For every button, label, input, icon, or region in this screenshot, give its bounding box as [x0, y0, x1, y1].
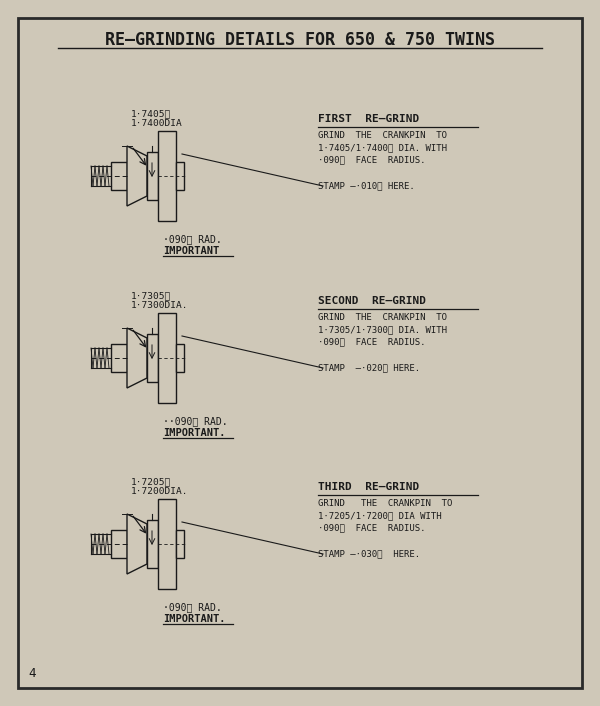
Text: ·090ʺ  FACE  RADIUS.: ·090ʺ FACE RADIUS. — [318, 155, 425, 164]
Bar — [147, 152, 158, 200]
Text: ·090ʺ  FACE  RADIUS.: ·090ʺ FACE RADIUS. — [318, 523, 425, 532]
Bar — [111, 162, 127, 190]
Text: 4: 4 — [28, 667, 35, 680]
Polygon shape — [127, 328, 147, 388]
Text: GRIND   THE  CRANKPIN  TO: GRIND THE CRANKPIN TO — [318, 499, 452, 508]
Text: STAMP –·010ʺ HERE.: STAMP –·010ʺ HERE. — [318, 181, 415, 190]
Bar — [176, 162, 184, 190]
Text: ··090ʺ RAD.: ··090ʺ RAD. — [163, 416, 227, 426]
Polygon shape — [127, 514, 147, 574]
Text: FIRST  RE–GRIND: FIRST RE–GRIND — [318, 114, 419, 124]
Text: GRIND  THE  CRANKPIN  TO: GRIND THE CRANKPIN TO — [318, 131, 447, 140]
Bar — [158, 313, 176, 403]
Text: RE–GRINDING DETAILS FOR 650 & 750 TWINS: RE–GRINDING DETAILS FOR 650 & 750 TWINS — [105, 31, 495, 49]
Text: ·090ʺ RAD.: ·090ʺ RAD. — [163, 234, 222, 244]
Text: SECOND  RE–GRIND: SECOND RE–GRIND — [318, 296, 426, 306]
Polygon shape — [127, 146, 147, 206]
Text: STAMP  –·020ʺ HERE.: STAMP –·020ʺ HERE. — [318, 363, 420, 372]
Bar — [176, 344, 184, 372]
Text: IMPORTANT: IMPORTANT — [163, 246, 219, 256]
Bar — [158, 131, 176, 221]
Text: 1·7405/1·7400ʺ DIA. WITH: 1·7405/1·7400ʺ DIA. WITH — [318, 143, 447, 152]
Text: STAMP –·030ʺ  HERE.: STAMP –·030ʺ HERE. — [318, 549, 420, 558]
Bar — [147, 520, 158, 568]
Text: 1·7305ʺ: 1·7305ʺ — [131, 291, 171, 300]
Text: 1·7305/1·7300ʺ DIA. WITH: 1·7305/1·7300ʺ DIA. WITH — [318, 325, 447, 334]
Bar — [158, 499, 176, 589]
Text: IMPORTANT.: IMPORTANT. — [163, 428, 226, 438]
Text: 1·7400DIA: 1·7400DIA — [131, 119, 183, 128]
Text: ·090ʺ  FACE  RADIUS.: ·090ʺ FACE RADIUS. — [318, 337, 425, 346]
Text: GRIND  THE  CRANKPIN  TO: GRIND THE CRANKPIN TO — [318, 313, 447, 322]
Bar — [176, 530, 184, 558]
Bar — [111, 530, 127, 558]
Text: THIRD  RE–GRIND: THIRD RE–GRIND — [318, 482, 419, 492]
Text: ·090ʺ RAD.: ·090ʺ RAD. — [163, 602, 222, 612]
Bar — [147, 334, 158, 382]
Bar — [111, 344, 127, 372]
Text: 1·7205/1·7200ʺ DIA WITH: 1·7205/1·7200ʺ DIA WITH — [318, 511, 442, 520]
Text: 1·7200DIA.: 1·7200DIA. — [131, 487, 188, 496]
Text: 1·7405ʺ: 1·7405ʺ — [131, 109, 171, 118]
Text: 1·7300DIA.: 1·7300DIA. — [131, 301, 188, 310]
Text: IMPORTANT.: IMPORTANT. — [163, 614, 226, 624]
Text: 1·7205ʺ: 1·7205ʺ — [131, 477, 171, 486]
